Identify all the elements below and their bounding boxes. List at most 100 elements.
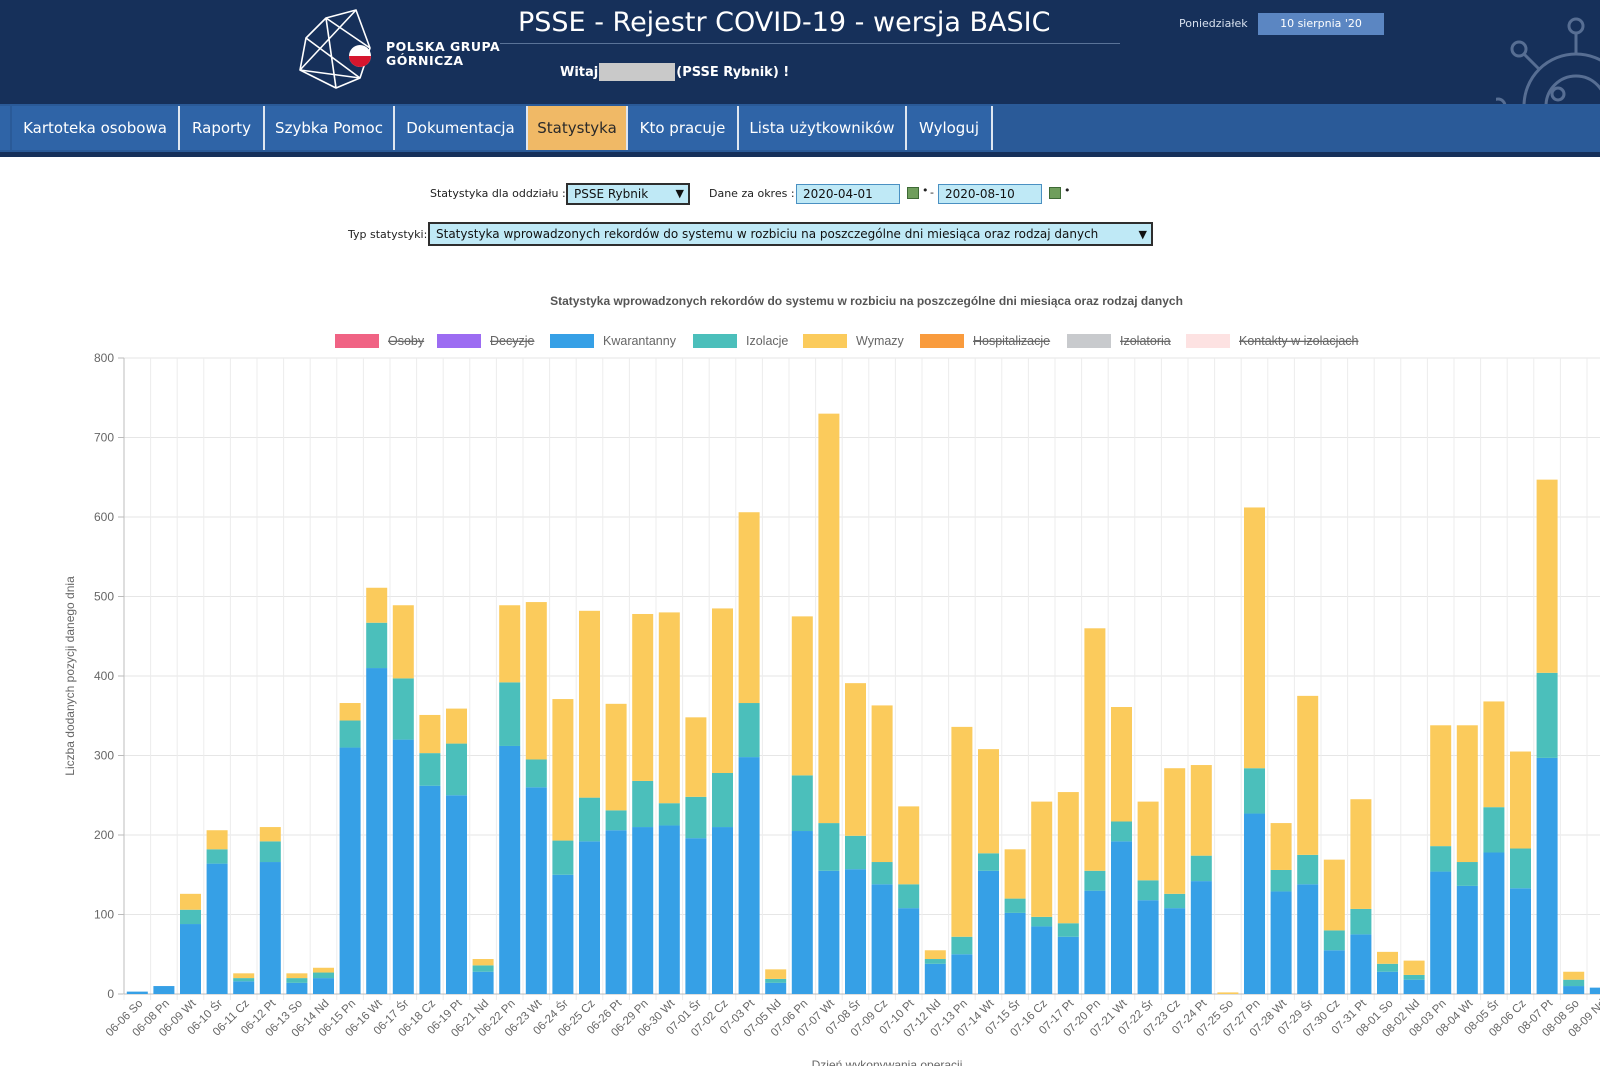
bar-segment [1350, 908, 1372, 935]
calendar-icon[interactable] [907, 187, 919, 199]
nav-item-statystyka[interactable]: Statystyka [528, 106, 626, 150]
bar-segment [1377, 963, 1398, 972]
x-axis-title: Dzień wykonywania operacji [812, 1058, 963, 1066]
bar-segment [1057, 936, 1079, 994]
nav-bottom-border [0, 152, 1600, 157]
bar-segment [1456, 862, 1478, 886]
chevron-down-icon: ▼ [675, 187, 684, 200]
legend-swatch [335, 334, 379, 348]
bar-segment [765, 969, 787, 979]
bar-segment [206, 863, 228, 994]
bar-segment [552, 699, 574, 841]
bar-segment [1164, 768, 1186, 894]
bar-segment [180, 924, 201, 994]
bar-segment [366, 587, 388, 623]
y-tick-label: 600 [94, 510, 114, 524]
bar-segment [286, 973, 308, 979]
bar-segment [1377, 971, 1398, 994]
nav-separator [178, 106, 180, 150]
nav-separator [905, 106, 907, 150]
nav-item-wyloguj[interactable]: Wyloguj [907, 106, 991, 150]
chevron-down-icon: ▼ [1138, 228, 1147, 241]
bar-segment [924, 963, 946, 994]
bar-segment [685, 796, 707, 839]
logo-text: POLSKA GRUPA GÓRNICZA [386, 40, 500, 68]
current-date-badge: 10 sierpnia '20 [1258, 13, 1384, 35]
bar-segment [632, 780, 654, 828]
bar-segment [1111, 821, 1132, 842]
bar-segment [1244, 507, 1265, 769]
nav-item-kartoteka-osobowa[interactable]: Kartoteka osobowa [12, 106, 178, 150]
nav-separator [991, 106, 993, 150]
bar-segment [1217, 992, 1239, 994]
stat-type-label: Typ statystyki: [348, 228, 428, 241]
bar-segment [339, 703, 361, 721]
legend-swatch [437, 334, 481, 348]
bar-segment [845, 683, 866, 836]
bar-segment [525, 602, 547, 760]
nav-item-lista-uzytkownikow[interactable]: Lista użytkowników [739, 106, 905, 150]
bar-segment [1563, 979, 1585, 987]
bar-segment [180, 909, 201, 925]
bar-segment [1111, 841, 1132, 994]
bar-segment [366, 668, 388, 994]
bar-segment [525, 759, 547, 788]
bar-segment [472, 959, 494, 966]
bar-segment [525, 787, 547, 994]
bar-segment [286, 982, 308, 994]
bar-segment [1563, 986, 1585, 994]
bar-segment [605, 703, 627, 811]
y-tick-label: 400 [94, 669, 114, 683]
virus-icon [1496, 17, 1600, 104]
bar-segment [206, 830, 228, 850]
branch-select[interactable]: PSSE Rybnik ▼ [566, 183, 690, 205]
bar-segment [153, 986, 175, 994]
bar-segment [1270, 891, 1292, 994]
bar-segment [366, 622, 388, 669]
bar-segment [286, 978, 308, 983]
bar-segment [658, 803, 680, 826]
nav-item-raporty[interactable]: Raporty [180, 106, 263, 150]
bar-segment [313, 978, 334, 994]
range-separator: - [930, 186, 934, 199]
y-tick-label: 700 [94, 431, 114, 445]
stat-type-select[interactable]: Statystyka wprowadzonych rekordów do sys… [428, 222, 1153, 246]
bar-segment [712, 608, 733, 773]
bar-segment [1536, 479, 1558, 673]
bar-segment [605, 830, 627, 994]
nav-separator [393, 106, 395, 150]
bar-segment [499, 682, 521, 746]
calendar-icon[interactable] [1049, 187, 1061, 199]
bar-segment [1323, 859, 1345, 931]
bar-segment [1190, 765, 1212, 856]
nav-item-kto-pracuje[interactable]: Kto pracuje [628, 106, 737, 150]
nav-separator [526, 106, 528, 150]
branch-select-value: PSSE Rybnik [574, 187, 649, 201]
bar-segment [552, 840, 574, 875]
bar-segment [1137, 880, 1159, 901]
bar-segment [658, 825, 680, 994]
date-to-input[interactable]: 2020-08-10 [938, 184, 1042, 204]
bar-segment [1403, 979, 1425, 994]
bar-segment [392, 605, 414, 679]
bar-segment [552, 874, 574, 994]
bar-segment [978, 749, 999, 854]
nav-item-szybka-pomoc[interactable]: Szybka Pomoc [265, 106, 393, 150]
bar-segment [1244, 813, 1265, 994]
bar-segment [1244, 768, 1265, 814]
legend-label: Izolatoria [1120, 334, 1171, 348]
bar-segment [446, 743, 467, 796]
nav-item-dokumentacja[interactable]: Dokumentacja [395, 106, 526, 150]
bar-segment [951, 726, 973, 937]
bar-segment [898, 806, 920, 885]
bar-segment [1137, 900, 1159, 994]
bar-segment [924, 950, 946, 960]
bar-segment [738, 757, 760, 994]
date-from-input[interactable]: 2020-04-01 [796, 184, 900, 204]
bar-segment [1350, 799, 1372, 909]
weekday-label: Poniedziałek [1179, 17, 1248, 30]
bar-segment [313, 967, 334, 973]
bar-segment [419, 753, 441, 786]
bar-segment [392, 739, 414, 994]
bar-segment [1456, 725, 1478, 863]
